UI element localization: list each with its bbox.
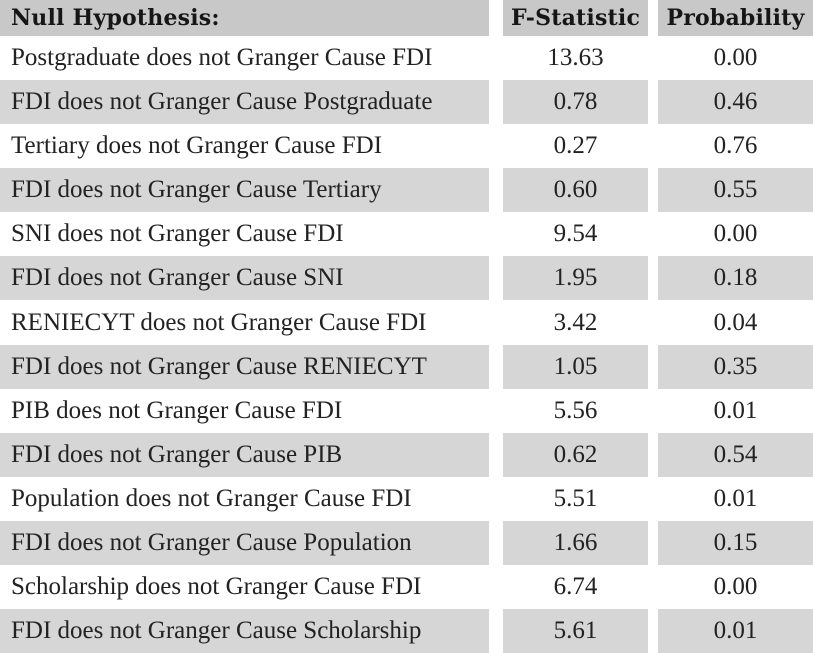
table-row: Population does not Granger Cause FDI 5.5…	[0, 476, 813, 521]
f-statistic-cell: 0.78	[503, 80, 648, 125]
probability-cell: 0.01	[658, 388, 813, 433]
table-row: Scholarship does not Granger Cause FDI 6.…	[0, 564, 813, 610]
column-gutter	[489, 80, 503, 125]
column-gutter	[648, 256, 658, 301]
hypothesis-cell: FDI does not Granger Cause PIB	[0, 432, 489, 477]
hypothesis-cell: FDI does not Granger Cause Tertiary	[0, 168, 489, 213]
column-gutter	[489, 36, 503, 81]
column-gutter	[489, 168, 503, 213]
probability-cell: 0.01	[658, 609, 813, 653]
column-gutter	[489, 0, 503, 36]
probability-cell: 0.15	[658, 520, 813, 565]
column-gutter	[648, 520, 658, 565]
hypothesis-cell: FDI does not Granger Cause Population	[0, 520, 489, 565]
hypothesis-cell: SNI does not Granger Cause FDI	[0, 212, 489, 257]
f-statistic-cell: 1.05	[503, 344, 648, 389]
column-header-null-hypothesis: Null Hypothesis:	[0, 0, 489, 36]
column-gutter	[648, 432, 658, 477]
hypothesis-cell: Population does not Granger Cause FDI	[0, 476, 489, 521]
table-row: FDI does not Granger Cause PIB 0.62 0.54	[0, 432, 813, 477]
column-gutter	[489, 212, 503, 257]
column-gutter	[489, 609, 503, 653]
hypothesis-cell: Scholarship does not Granger Cause FDI	[0, 564, 489, 610]
table-row: PIB does not Granger Cause FDI 5.56 0.01	[0, 388, 813, 433]
f-statistic-cell: 5.56	[503, 388, 648, 433]
column-gutter	[648, 168, 658, 213]
table-row: Tertiary does not Granger Cause FDI 0.27 0…	[0, 124, 813, 169]
f-statistic-cell: 13.63	[503, 36, 648, 81]
table-row: FDI does not Granger Cause SNI 1.95 0.18	[0, 256, 813, 301]
probability-cell: 0.46	[658, 80, 813, 125]
column-gutter	[489, 432, 503, 477]
probability-cell: 0.00	[658, 212, 813, 257]
table-row: FDI does not Granger Cause RENIECYT 1.05 0…	[0, 344, 813, 389]
column-gutter	[648, 80, 658, 125]
table-row: FDI does not Granger Cause Population 1.6…	[0, 520, 813, 565]
table-row: FDI does not Granger Cause Postgraduate 0…	[0, 80, 813, 125]
hypothesis-cell: FDI does not Granger Cause SNI	[0, 256, 489, 301]
probability-cell: 0.35	[658, 344, 813, 389]
probability-cell: 0.76	[658, 124, 813, 169]
column-gutter	[489, 256, 503, 301]
probability-cell: 0.18	[658, 256, 813, 301]
table-row: SNI does not Granger Cause FDI 9.54 0.00	[0, 212, 813, 257]
hypothesis-cell: FDI does not Granger Cause Scholarship	[0, 609, 489, 653]
column-gutter	[489, 124, 503, 169]
hypothesis-cell: FDI does not Granger Cause Postgraduate	[0, 80, 489, 125]
f-statistic-cell: 5.61	[503, 609, 648, 653]
column-gutter	[648, 124, 658, 169]
column-gutter	[648, 476, 658, 521]
column-gutter	[648, 36, 658, 81]
column-gutter	[489, 388, 503, 433]
column-gutter	[648, 0, 658, 36]
probability-cell: 0.04	[658, 300, 813, 345]
probability-cell: 0.01	[658, 476, 813, 521]
column-gutter	[489, 564, 503, 610]
column-gutter	[648, 388, 658, 433]
column-header-probability: Probability	[658, 0, 813, 36]
table-header-row: Null Hypothesis: F-Statistic Probability	[0, 0, 813, 36]
hypothesis-cell: FDI does not Granger Cause RENIECYT	[0, 344, 489, 389]
probability-cell: 0.54	[658, 432, 813, 477]
column-gutter	[489, 300, 503, 345]
probability-cell: 0.00	[658, 564, 813, 610]
hypothesis-cell: RENIECYT does not Granger Cause FDI	[0, 300, 489, 345]
column-gutter	[648, 609, 658, 653]
table-row: RENIECYT does not Granger Cause FDI 3.42 0…	[0, 300, 813, 345]
f-statistic-cell: 3.42	[503, 300, 648, 345]
f-statistic-cell: 1.95	[503, 256, 648, 301]
f-statistic-cell: 5.51	[503, 476, 648, 521]
column-gutter	[648, 344, 658, 389]
table-row: FDI does not Granger Cause Tertiary 0.60 0…	[0, 168, 813, 213]
column-gutter	[648, 212, 658, 257]
f-statistic-cell: 9.54	[503, 212, 648, 257]
f-statistic-cell: 1.66	[503, 520, 648, 565]
column-gutter	[489, 520, 503, 565]
column-gutter	[648, 564, 658, 610]
probability-cell: 0.55	[658, 168, 813, 213]
table-row: FDI does not Granger Cause Scholarship 5.…	[0, 609, 813, 653]
hypothesis-cell: PIB does not Granger Cause FDI	[0, 388, 489, 433]
column-gutter	[648, 300, 658, 345]
hypothesis-cell: Tertiary does not Granger Cause FDI	[0, 124, 489, 169]
table-row: Postgraduate does not Granger Cause FDI 1…	[0, 36, 813, 81]
hypothesis-cell: Postgraduate does not Granger Cause FDI	[0, 36, 489, 81]
f-statistic-cell: 0.60	[503, 168, 648, 213]
f-statistic-cell: 6.74	[503, 564, 648, 610]
f-statistic-cell: 0.27	[503, 124, 648, 169]
probability-cell: 0.00	[658, 36, 813, 81]
column-gutter	[489, 476, 503, 521]
f-statistic-cell: 0.62	[503, 432, 648, 477]
column-gutter	[489, 344, 503, 389]
column-header-f-statistic: F-Statistic	[503, 0, 648, 36]
